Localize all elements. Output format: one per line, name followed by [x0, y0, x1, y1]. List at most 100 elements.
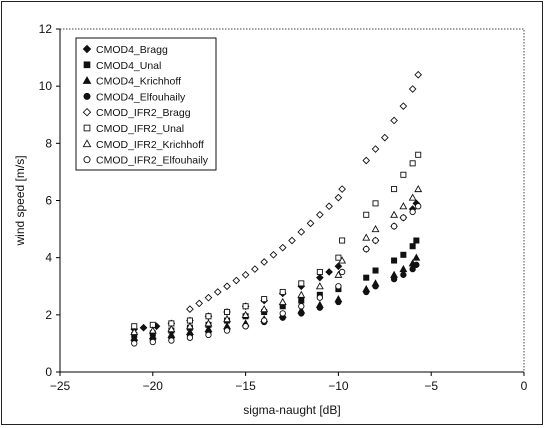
- legend: CMOD4_Bragg CMOD4_Unal CMOD4_Krichhoff CMOD…: [75, 37, 217, 171]
- data-point: [139, 323, 148, 332]
- data-point: [213, 288, 222, 296]
- data-point: [316, 210, 324, 219]
- data-point: [223, 327, 231, 334]
- y-tick-label: 10: [39, 79, 53, 93]
- data-point: [338, 256, 347, 264]
- y-tick-label: 2: [45, 308, 52, 322]
- data-point: [372, 237, 379, 244]
- data-point: [261, 296, 268, 303]
- data-point: [334, 270, 343, 278]
- y-ticks: 0 2 4 6 8 10 12: [39, 22, 60, 379]
- legend-label: CMOD4_Elfouhaily: [96, 91, 186, 103]
- data-point: [408, 85, 417, 93]
- data-point: [279, 288, 286, 295]
- legend-label: CMOD_IFR2_Unal: [96, 123, 184, 135]
- data-point: [408, 193, 417, 201]
- data-point: [297, 290, 306, 298]
- data-point: [413, 237, 420, 244]
- data-point: [223, 314, 232, 323]
- x-axis-label: sigma-naught [dB]: [243, 403, 340, 417]
- data-point: [269, 250, 278, 259]
- legend-marker: [83, 92, 91, 100]
- data-point: [334, 193, 343, 202]
- data-point: [315, 282, 324, 290]
- data-point: [232, 276, 241, 285]
- series-CMOD4_Bragg: [130, 199, 421, 333]
- data-point: [298, 297, 305, 304]
- data-point: [399, 264, 408, 273]
- data-point: [205, 331, 212, 339]
- data-point: [288, 236, 296, 245]
- data-point: [391, 257, 398, 264]
- data-point: [415, 151, 422, 158]
- y-tick-label: 4: [45, 251, 52, 265]
- data-point: [363, 245, 370, 253]
- data-point: [168, 337, 175, 344]
- data-point: [242, 323, 249, 330]
- data-point: [195, 299, 204, 308]
- data-point: [316, 273, 324, 282]
- data-point: [409, 160, 416, 167]
- data-point: [260, 258, 268, 266]
- data-point: [306, 219, 315, 228]
- data-point: [415, 203, 422, 210]
- data-point: [167, 324, 176, 333]
- data-point: [298, 303, 305, 310]
- data-point: [390, 116, 398, 125]
- x-tick-label: −10: [328, 379, 349, 393]
- data-point: [325, 202, 333, 211]
- data-point: [186, 334, 194, 341]
- y-tick-label: 8: [45, 136, 52, 150]
- data-point: [297, 228, 306, 236]
- data-point: [363, 288, 370, 296]
- data-point: [399, 102, 408, 111]
- data-point: [325, 268, 333, 276]
- data-point: [316, 304, 324, 311]
- data-point: [186, 305, 194, 313]
- data-point: [204, 319, 213, 327]
- legend-label: CMOD4_Bragg: [96, 44, 168, 56]
- data-point: [149, 338, 156, 346]
- data-point: [205, 313, 212, 320]
- x-tick-label: 0: [521, 379, 528, 393]
- legend-marker: [82, 44, 92, 54]
- data-point: [413, 261, 420, 268]
- data-point: [260, 304, 269, 313]
- data-point: [363, 274, 370, 281]
- data-point: [242, 303, 249, 310]
- series-CMOD_IFR2_Krichhoff: [130, 184, 423, 335]
- legend-box: [75, 37, 217, 171]
- data-point: [130, 327, 139, 335]
- data-point: [412, 253, 421, 261]
- data-point: [251, 265, 259, 273]
- legend-label: CMOD4_Krichhoff: [96, 76, 181, 88]
- data-point: [371, 224, 380, 233]
- data-points: [130, 70, 423, 347]
- y-tick-label: 6: [45, 194, 52, 208]
- data-point: [278, 297, 287, 305]
- data-point: [185, 322, 194, 330]
- legend-label: CMOD_IFR2_Bragg: [96, 107, 191, 119]
- x-tick-label: −5: [424, 379, 438, 393]
- data-point: [391, 186, 398, 193]
- data-point: [316, 268, 323, 275]
- x-tick-label: −25: [50, 379, 71, 393]
- data-point: [335, 254, 342, 261]
- data-point: [148, 326, 157, 334]
- y-tick-label: 0: [45, 365, 52, 379]
- data-point: [372, 267, 379, 274]
- y-tick-label: 12: [39, 22, 53, 36]
- series-CMOD_IFR2_Elfouhaily: [131, 203, 422, 347]
- data-point: [223, 282, 231, 291]
- data-point: [335, 298, 342, 306]
- data-point: [409, 265, 416, 273]
- series-CMOD4_Krichhoff: [130, 253, 421, 341]
- data-point: [399, 202, 408, 210]
- data-point: [131, 340, 138, 347]
- data-point: [390, 223, 398, 230]
- data-point: [338, 268, 346, 276]
- data-point: [335, 283, 342, 290]
- data-point: [241, 310, 250, 318]
